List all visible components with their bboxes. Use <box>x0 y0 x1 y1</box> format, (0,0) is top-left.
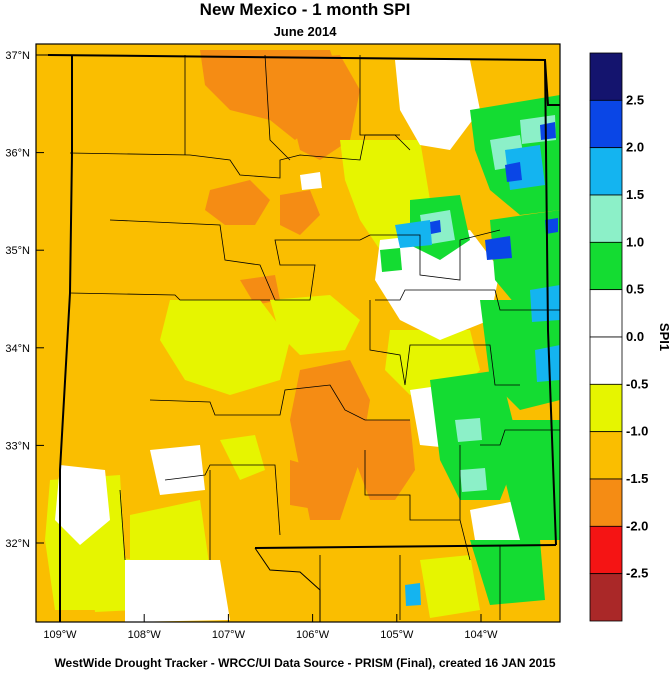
lon-tick-label: 106°W <box>296 629 330 641</box>
map-frame <box>35 43 561 623</box>
legend-swatch <box>589 52 623 101</box>
legend-label: -1.5 <box>626 471 648 486</box>
longitude-axis: 109°W 108°W 107°W 106°W 105°W 104°W <box>43 614 498 641</box>
legend-swatch <box>589 147 623 196</box>
lon-tick-label: 107°W <box>212 629 246 641</box>
legend-label: -0.5 <box>626 376 648 391</box>
legend-swatch <box>589 431 623 480</box>
map-subtitle: June 2014 <box>273 24 337 39</box>
lat-tick-label: 33°N <box>5 440 30 452</box>
very-wet-patches <box>395 145 560 606</box>
spi-field <box>36 44 560 622</box>
severe-dry-patches <box>200 50 415 520</box>
lat-tick-label: 34°N <box>5 343 30 355</box>
legend-swatch <box>589 573 623 622</box>
legend-title: SPI1 <box>657 323 671 351</box>
legend-swatch <box>589 99 623 149</box>
lat-tick-label: 36°N <box>5 148 30 160</box>
legend-swatch <box>589 241 623 291</box>
legend-label: 0.0 <box>626 329 644 344</box>
legend-label: 1.5 <box>626 187 644 202</box>
legend-label: 1.0 <box>626 234 644 249</box>
footer-credit: WestWide Drought Tracker - WRCC/UI Data … <box>54 656 556 670</box>
lon-tick-label: 104°W <box>464 629 498 641</box>
legend-swatch <box>589 478 623 527</box>
state-boundary <box>47 54 560 622</box>
legend-swatch <box>589 383 623 433</box>
legend-label: -1.0 <box>626 424 648 439</box>
lat-tick-label: 37°N <box>5 50 30 62</box>
map-title: New Mexico - 1 month SPI <box>199 0 411 19</box>
legend-swatch <box>589 525 623 575</box>
legend-label: 0.5 <box>626 282 644 297</box>
legend-swatch <box>589 336 623 385</box>
lon-tick-label: 108°W <box>128 629 162 641</box>
lon-tick-label: 109°W <box>43 629 77 641</box>
extreme-wet-patches <box>430 122 558 260</box>
lat-tick-label: 32°N <box>5 538 30 550</box>
legend-label: 2.5 <box>626 92 644 107</box>
legend-label: -2.0 <box>626 518 648 533</box>
lat-tick-label: 35°N <box>5 245 30 257</box>
legend-label: 2.0 <box>626 140 644 155</box>
color-legend: 2.5 2.0 1.5 1.0 0.5 0.0 -0.5 -1.0 -1.5 -2.0 -2.5 SP… <box>589 52 671 622</box>
county-boundaries <box>69 54 560 620</box>
legend-swatch <box>589 289 623 338</box>
lon-tick-label: 105°W <box>380 629 414 641</box>
legend-swatch <box>589 194 623 243</box>
latitude-axis: 37°N 36°N 35°N 34°N 33°N 32°N <box>5 50 44 550</box>
legend-label: -2.5 <box>626 566 648 581</box>
